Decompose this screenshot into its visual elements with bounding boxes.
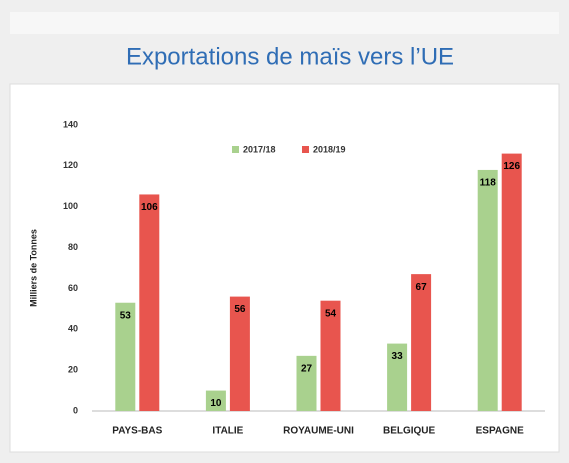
y-tick-label: 80	[68, 242, 78, 252]
y-tick-label: 0	[73, 405, 78, 415]
bar	[387, 343, 408, 411]
bar	[411, 274, 432, 411]
bar	[139, 194, 160, 411]
value-label: 106	[141, 202, 158, 213]
value-label: 56	[234, 304, 246, 315]
value-label: 67	[416, 282, 428, 293]
legend-swatch	[302, 146, 309, 153]
bar	[296, 355, 317, 411]
y-tick-label: 120	[63, 160, 78, 170]
bar	[320, 300, 341, 411]
value-label: 54	[325, 308, 337, 319]
x-tick-label: PAYS-BAS	[112, 426, 162, 437]
bar	[229, 296, 250, 411]
value-label: 118	[480, 178, 497, 189]
x-tick-label: ESPAGNE	[476, 426, 524, 437]
y-axis-label: Milliers de Tonnes	[28, 229, 38, 307]
legend-label: 2018/19	[313, 144, 346, 154]
legend-label: 2017/18	[243, 144, 276, 154]
value-label: 10	[210, 398, 222, 409]
legend-swatch	[232, 146, 239, 153]
bar	[205, 390, 226, 411]
value-label: 33	[392, 351, 404, 362]
x-tick-label: ITALIE	[212, 426, 243, 437]
chart-title: Exportations de maïs vers l’UE	[126, 43, 454, 70]
bar	[477, 169, 498, 411]
top-strip	[10, 12, 559, 34]
y-tick-label: 40	[68, 324, 78, 334]
plot-panel	[9, 83, 560, 453]
y-tick-label: 20	[68, 365, 78, 375]
bar	[501, 153, 522, 411]
y-tick-label: 60	[68, 283, 78, 293]
value-label: 126	[503, 161, 520, 172]
value-label: 27	[301, 363, 313, 374]
y-tick-label: 140	[63, 119, 78, 129]
bar	[115, 302, 136, 411]
x-tick-label: BELGIQUE	[383, 426, 436, 437]
y-tick-label: 100	[63, 201, 78, 211]
value-label: 53	[120, 310, 132, 321]
x-tick-label: ROYAUME-UNI	[283, 426, 354, 437]
